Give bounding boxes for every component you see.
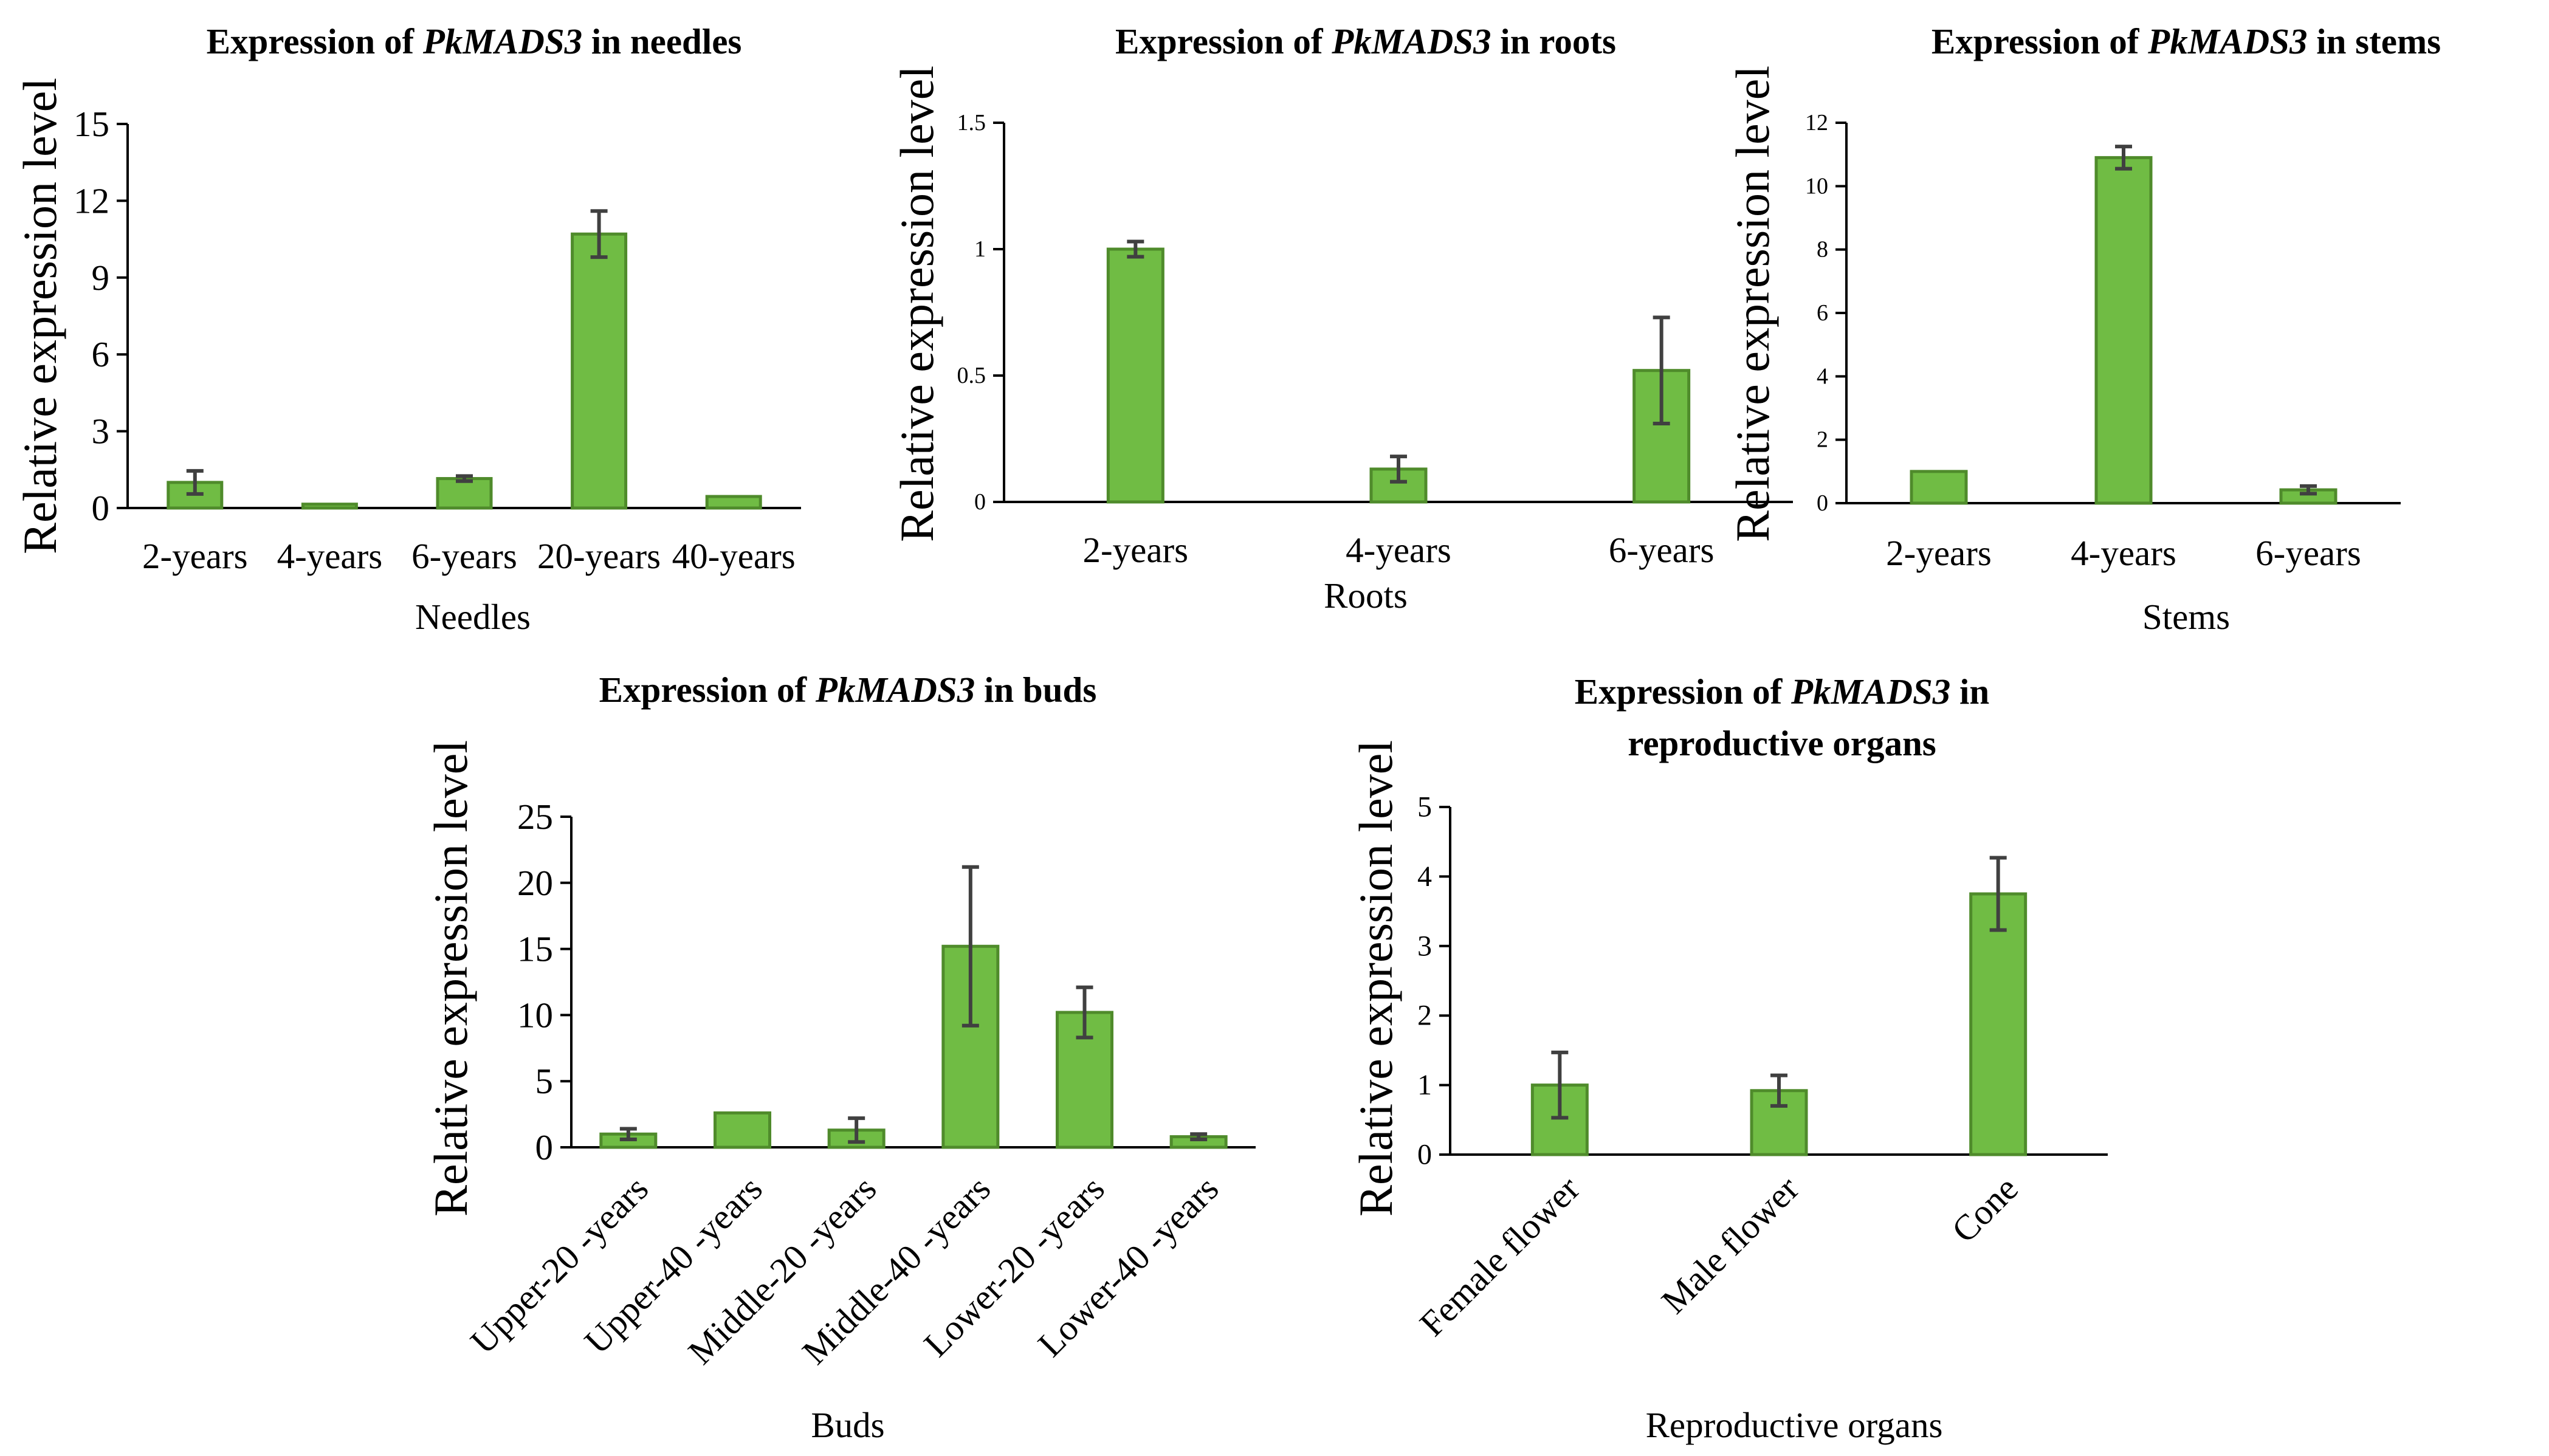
x-tick-label: 20-years bbox=[537, 536, 661, 576]
chart-title: reproductive organs bbox=[1628, 723, 1936, 763]
x-tick-label: 2-years bbox=[1886, 533, 1992, 573]
y-tick-label: 1 bbox=[974, 236, 986, 262]
y-tick-label: 1 bbox=[1417, 1069, 1432, 1101]
y-axis-label: Relative expression level bbox=[1349, 740, 1402, 1217]
y-tick-label: 12 bbox=[1805, 110, 1828, 136]
x-axis-label: Reproductive organs bbox=[1646, 1405, 1943, 1445]
y-tick-label: 1.5 bbox=[957, 110, 986, 136]
y-tick-label: 4 bbox=[1817, 363, 1828, 389]
bar bbox=[1910, 470, 1968, 505]
y-tick-label: 25 bbox=[517, 797, 553, 837]
chart-reproductive: Expression of PkMADS3 in reproductive org… bbox=[1349, 671, 2108, 1445]
error-bar bbox=[2300, 484, 2317, 496]
bar bbox=[301, 503, 358, 510]
x-tick-label: 2-years bbox=[1083, 530, 1189, 570]
x-tick-label: 2-years bbox=[142, 536, 248, 576]
error-bar bbox=[1390, 455, 1407, 484]
x-tick-label: Male flower bbox=[1653, 1168, 1806, 1321]
chart-title: Expression of PkMADS3 in roots bbox=[1115, 21, 1616, 61]
y-tick-label: 12 bbox=[74, 180, 109, 221]
y-tick-label: 0 bbox=[92, 488, 110, 528]
error-bar bbox=[1551, 1050, 1569, 1120]
chart-buds: Expression of PkMADS3 in buds Relative ex… bbox=[424, 670, 1256, 1445]
y-tick-label: 0.5 bbox=[957, 363, 986, 388]
bar bbox=[436, 477, 493, 510]
bar bbox=[571, 232, 628, 510]
bar bbox=[2094, 156, 2153, 505]
error-bar bbox=[456, 474, 473, 483]
x-tick-label: 40-years bbox=[672, 536, 796, 576]
x-tick-label: Cone bbox=[1944, 1169, 2026, 1251]
error-bar bbox=[2115, 145, 2132, 171]
error-bar bbox=[619, 1127, 637, 1141]
y-tick-label: 6 bbox=[92, 334, 110, 374]
y-tick-label: 0 bbox=[974, 489, 986, 515]
x-tick-label: Female flower bbox=[1412, 1168, 1588, 1344]
y-tick-label: 15 bbox=[74, 104, 109, 144]
y-tick-label: 0 bbox=[1417, 1139, 1432, 1171]
error-bar bbox=[1653, 315, 1670, 426]
y-tick-label: 9 bbox=[92, 258, 110, 298]
x-tick-label: 4-years bbox=[2071, 533, 2176, 573]
x-tick-label: 6-years bbox=[411, 536, 517, 576]
chart-stems: Expression of PkMADS3 in stems Relative e… bbox=[1726, 21, 2441, 637]
y-axis-label: Relative expression level bbox=[1726, 66, 1779, 542]
bar bbox=[705, 495, 762, 510]
chart-needles: Expression of PkMADS3 in needles Relative… bbox=[13, 21, 801, 637]
y-tick-label: 2 bbox=[1417, 1000, 1432, 1032]
y-tick-label: 5 bbox=[1417, 791, 1432, 823]
chart-title: Expression of PkMADS3 in needles bbox=[207, 21, 742, 61]
chart-title: Expression of PkMADS3 in bbox=[1575, 671, 1990, 712]
error-bar bbox=[848, 1116, 865, 1144]
error-bar bbox=[1770, 1073, 1787, 1108]
error-bar bbox=[1127, 239, 1144, 259]
y-tick-label: 0 bbox=[535, 1127, 554, 1167]
error-bar bbox=[961, 865, 979, 1028]
y-tick-label: 0 bbox=[1817, 490, 1828, 516]
y-tick-label: 10 bbox=[1805, 173, 1828, 199]
y-tick-label: 5 bbox=[535, 1061, 554, 1101]
chart-title: Expression of PkMADS3 in buds bbox=[599, 670, 1097, 710]
error-bar bbox=[1190, 1132, 1208, 1141]
y-tick-label: 20 bbox=[517, 863, 553, 903]
error-bar bbox=[1989, 856, 2007, 932]
x-tick-label: 6-years bbox=[1609, 530, 1715, 570]
error-bar bbox=[1076, 985, 1093, 1040]
x-tick-label: 6-years bbox=[2255, 533, 2361, 573]
chart-roots: Expression of PkMADS3 in roots Relative e… bbox=[890, 21, 1793, 616]
y-axis-label: Relative expression level bbox=[424, 740, 477, 1217]
y-tick-label: 10 bbox=[517, 995, 553, 1035]
bar bbox=[1969, 892, 2028, 1156]
y-axis-label: Relative expression level bbox=[13, 78, 66, 554]
y-tick-label: 3 bbox=[92, 411, 110, 452]
x-axis-label: Needles bbox=[415, 597, 531, 637]
y-tick-label: 6 bbox=[1817, 300, 1828, 326]
y-tick-label: 15 bbox=[517, 929, 553, 969]
error-bar bbox=[186, 469, 204, 496]
y-tick-label: 3 bbox=[1417, 930, 1432, 962]
x-axis-label: Stems bbox=[2142, 597, 2230, 637]
y-tick-label: 2 bbox=[1817, 427, 1828, 453]
x-axis-label: Buds bbox=[811, 1405, 884, 1445]
x-tick-label: 4-years bbox=[1346, 530, 1451, 570]
y-tick-label: 4 bbox=[1417, 860, 1432, 893]
y-tick-label: 8 bbox=[1817, 237, 1828, 263]
chart-title: Expression of PkMADS3 in stems bbox=[1932, 21, 2441, 61]
bar bbox=[1106, 247, 1164, 504]
x-tick-label: 4-years bbox=[277, 536, 383, 576]
error-bar bbox=[590, 209, 608, 259]
x-axis-label: Roots bbox=[1324, 575, 1408, 616]
y-axis-label: Relative expression level bbox=[890, 66, 943, 542]
bar bbox=[714, 1111, 771, 1149]
